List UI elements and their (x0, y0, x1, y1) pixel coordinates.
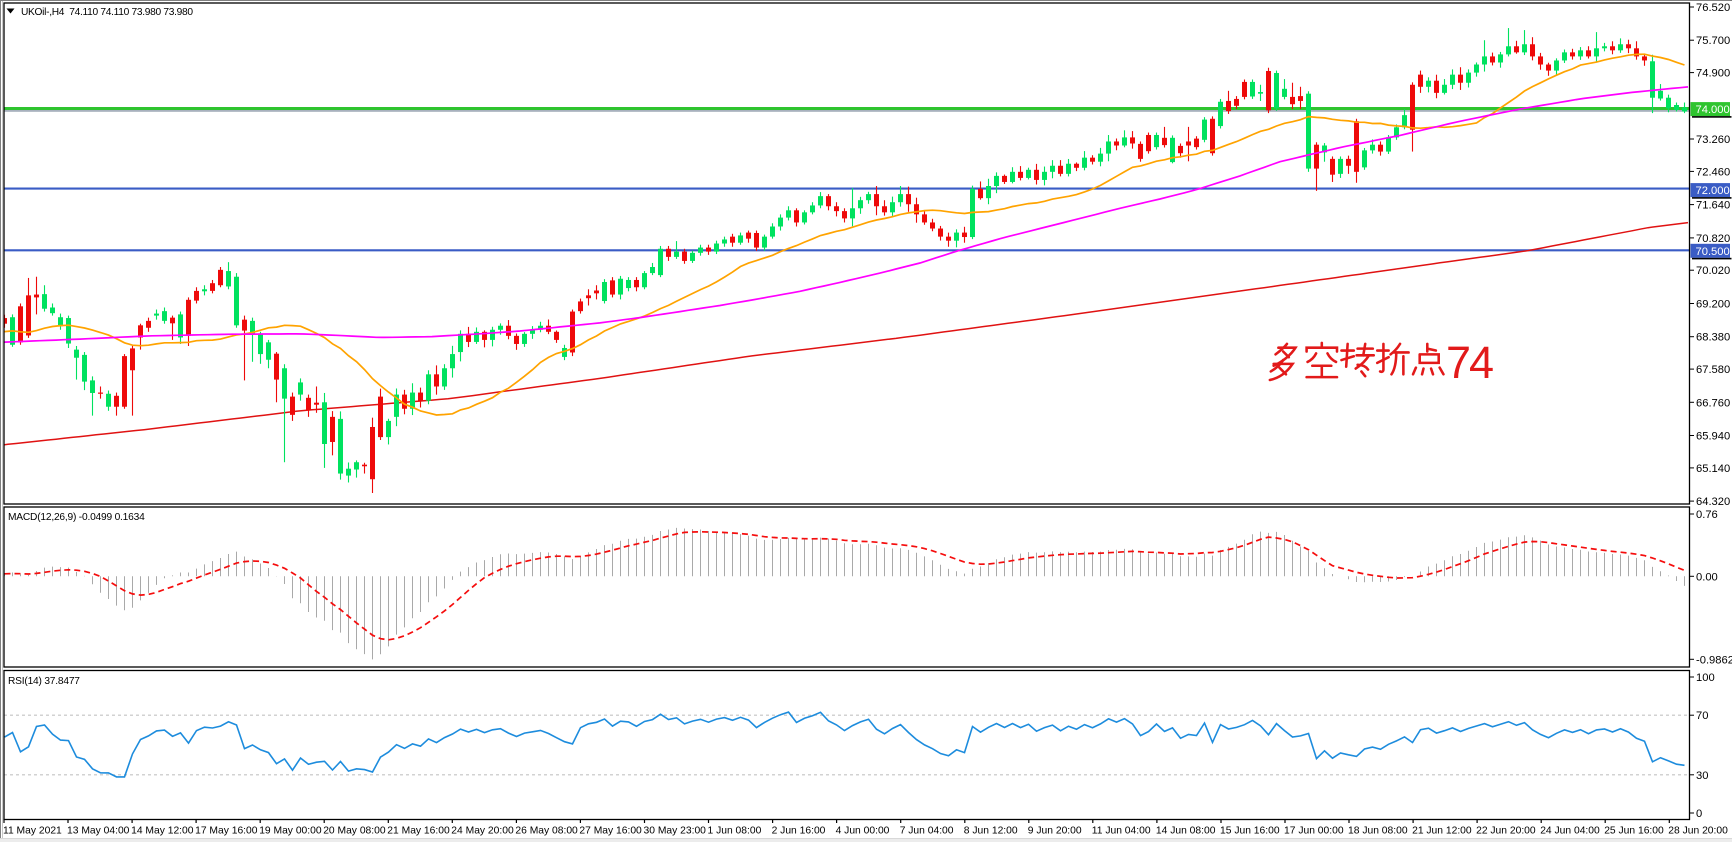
svg-text:9 Jun 20:00: 9 Jun 20:00 (1028, 826, 1082, 837)
svg-text:0.00: 0.00 (1696, 571, 1718, 583)
svg-text:25 Jun 16:00: 25 Jun 16:00 (1604, 826, 1664, 837)
svg-text:21 Jun 12:00: 21 Jun 12:00 (1412, 826, 1472, 837)
svg-text:2 Jun 16:00: 2 Jun 16:00 (772, 826, 826, 837)
svg-text:20 May 08:00: 20 May 08:00 (323, 826, 386, 837)
svg-text:26 May 08:00: 26 May 08:00 (515, 826, 578, 837)
svg-text:74.900: 74.900 (1696, 68, 1730, 80)
svg-text:24 Jun 04:00: 24 Jun 04:00 (1540, 826, 1600, 837)
svg-text:66.760: 66.760 (1696, 397, 1730, 409)
svg-text:UKOil-,H4 74.110 74.110 73.98: UKOil-,H4 74.110 74.110 73.980 73.980 (21, 7, 193, 18)
svg-text:11 May 2021: 11 May 2021 (3, 826, 62, 837)
svg-text:1 Jun 08:00: 1 Jun 08:00 (708, 826, 762, 837)
svg-text:13 May 04:00: 13 May 04:00 (67, 826, 130, 837)
svg-text:73.260: 73.260 (1696, 134, 1730, 146)
svg-text:7 Jun 04:00: 7 Jun 04:00 (900, 826, 954, 837)
svg-text:65.140: 65.140 (1696, 463, 1730, 475)
svg-text:27 May 16:00: 27 May 16:00 (579, 826, 642, 837)
svg-text:0: 0 (1696, 808, 1702, 820)
svg-text:72.000: 72.000 (1696, 185, 1730, 197)
svg-text:15 Jun 16:00: 15 Jun 16:00 (1220, 826, 1280, 837)
svg-text:11 Jun 04:00: 11 Jun 04:00 (1092, 826, 1151, 837)
svg-text:30: 30 (1696, 770, 1708, 782)
svg-text:14 May 12:00: 14 May 12:00 (131, 826, 194, 837)
svg-text:65.940: 65.940 (1696, 431, 1730, 443)
svg-text:74: 74 (1446, 337, 1493, 388)
svg-text:70: 70 (1696, 710, 1708, 722)
svg-text:22 Jun 20:00: 22 Jun 20:00 (1476, 826, 1536, 837)
svg-text:14 Jun 08:00: 14 Jun 08:00 (1156, 826, 1216, 837)
svg-text:74.000: 74.000 (1696, 104, 1730, 116)
svg-text:67.580: 67.580 (1696, 364, 1730, 376)
svg-text:72.460: 72.460 (1696, 166, 1730, 178)
svg-text:69.200: 69.200 (1696, 299, 1730, 311)
svg-text:-0.9862: -0.9862 (1696, 654, 1732, 666)
svg-text:71.640: 71.640 (1696, 200, 1730, 212)
svg-text:18 Jun 08:00: 18 Jun 08:00 (1348, 826, 1408, 837)
svg-text:17 Jun 00:00: 17 Jun 00:00 (1284, 826, 1344, 837)
svg-text:RSI(14) 37.8477: RSI(14) 37.8477 (8, 676, 80, 687)
svg-text:0.76: 0.76 (1696, 509, 1718, 521)
svg-text:75.700: 75.700 (1696, 35, 1730, 47)
svg-text:4 Jun 00:00: 4 Jun 00:00 (836, 826, 890, 837)
svg-text:100: 100 (1696, 672, 1715, 684)
svg-text:76.520: 76.520 (1696, 2, 1730, 14)
svg-text:68.380: 68.380 (1696, 332, 1730, 344)
svg-text:17 May 16:00: 17 May 16:00 (195, 826, 258, 837)
svg-text:70.820: 70.820 (1696, 233, 1730, 245)
svg-text:30 May 23:00: 30 May 23:00 (644, 826, 707, 837)
svg-text:19 May 00:00: 19 May 00:00 (259, 826, 322, 837)
svg-text:70.020: 70.020 (1696, 265, 1730, 277)
svg-text:MACD(12,26,9) -0.0499 0.1634: MACD(12,26,9) -0.0499 0.1634 (8, 512, 145, 523)
svg-text:24 May 20:00: 24 May 20:00 (451, 826, 514, 837)
svg-text:21 May 16:00: 21 May 16:00 (387, 826, 450, 837)
svg-text:8 Jun 12:00: 8 Jun 12:00 (964, 826, 1018, 837)
svg-text:70.500: 70.500 (1696, 246, 1730, 258)
svg-text:28 Jun 20:00: 28 Jun 20:00 (1668, 826, 1728, 837)
svg-text:64.320: 64.320 (1696, 496, 1730, 508)
